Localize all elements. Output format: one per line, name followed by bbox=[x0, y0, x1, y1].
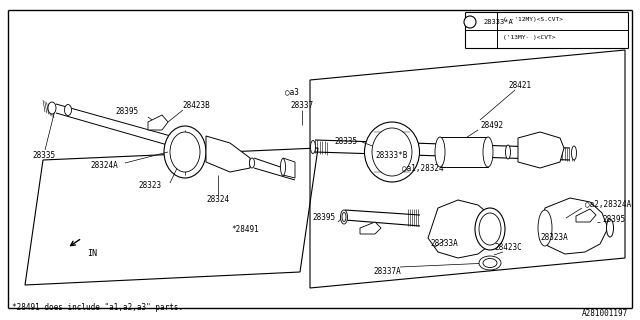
Ellipse shape bbox=[365, 122, 419, 182]
Ellipse shape bbox=[250, 158, 255, 168]
Text: 28324A: 28324A bbox=[90, 161, 118, 170]
Polygon shape bbox=[576, 209, 596, 222]
Text: 28323A: 28323A bbox=[540, 234, 568, 243]
Ellipse shape bbox=[310, 140, 316, 154]
Ellipse shape bbox=[48, 102, 56, 114]
Text: *28491: *28491 bbox=[231, 226, 259, 235]
Ellipse shape bbox=[475, 208, 505, 250]
Text: 28333*B: 28333*B bbox=[375, 150, 408, 159]
Text: 28337A: 28337A bbox=[373, 268, 401, 276]
Polygon shape bbox=[428, 200, 490, 258]
Text: 28335: 28335 bbox=[32, 150, 55, 159]
Text: ○a1,28324: ○a1,28324 bbox=[402, 164, 444, 172]
Text: ○a3: ○a3 bbox=[285, 87, 299, 97]
Text: ○a2,28324A: ○a2,28324A bbox=[585, 201, 631, 210]
Ellipse shape bbox=[164, 126, 206, 178]
Text: 28421: 28421 bbox=[508, 81, 532, 90]
Polygon shape bbox=[540, 198, 608, 254]
Text: 28395: 28395 bbox=[602, 215, 625, 225]
Ellipse shape bbox=[607, 219, 614, 237]
Ellipse shape bbox=[435, 137, 445, 167]
Text: 28395: 28395 bbox=[313, 213, 336, 222]
Text: 1: 1 bbox=[468, 19, 472, 25]
Text: 28423C: 28423C bbox=[494, 244, 522, 252]
Ellipse shape bbox=[342, 212, 346, 221]
Text: 28324: 28324 bbox=[207, 196, 230, 204]
Ellipse shape bbox=[65, 105, 72, 116]
Ellipse shape bbox=[538, 210, 552, 246]
Ellipse shape bbox=[483, 259, 497, 268]
Ellipse shape bbox=[479, 213, 501, 245]
Text: 28333A: 28333A bbox=[430, 238, 458, 247]
Text: ( -'12MY)<S.CVT>: ( -'12MY)<S.CVT> bbox=[503, 18, 563, 22]
Ellipse shape bbox=[170, 132, 200, 172]
Ellipse shape bbox=[479, 256, 501, 270]
Ellipse shape bbox=[506, 145, 511, 159]
Text: 28337: 28337 bbox=[291, 100, 314, 109]
Text: *28491 does include "a1,a2,a3" parts.: *28491 does include "a1,a2,a3" parts. bbox=[12, 303, 183, 313]
Ellipse shape bbox=[372, 128, 412, 176]
Text: 28423B: 28423B bbox=[182, 100, 210, 109]
Text: 28333*A: 28333*A bbox=[483, 19, 513, 25]
Text: IN: IN bbox=[87, 249, 97, 258]
Polygon shape bbox=[148, 115, 168, 130]
Text: 28492: 28492 bbox=[480, 121, 503, 130]
Ellipse shape bbox=[280, 158, 285, 175]
Circle shape bbox=[464, 16, 476, 28]
Polygon shape bbox=[360, 222, 381, 234]
Bar bbox=[440, 137, 488, 167]
Ellipse shape bbox=[572, 146, 577, 160]
Polygon shape bbox=[518, 132, 564, 168]
Ellipse shape bbox=[483, 137, 493, 167]
Polygon shape bbox=[283, 158, 295, 178]
Text: 28335: 28335 bbox=[335, 138, 358, 147]
Ellipse shape bbox=[340, 210, 348, 224]
Text: 28395: 28395 bbox=[115, 108, 139, 116]
Text: A281001197: A281001197 bbox=[582, 308, 628, 317]
Text: 28323: 28323 bbox=[139, 180, 162, 189]
Text: ('13MY- )<CVT>: ('13MY- )<CVT> bbox=[503, 36, 556, 41]
Polygon shape bbox=[206, 136, 250, 172]
